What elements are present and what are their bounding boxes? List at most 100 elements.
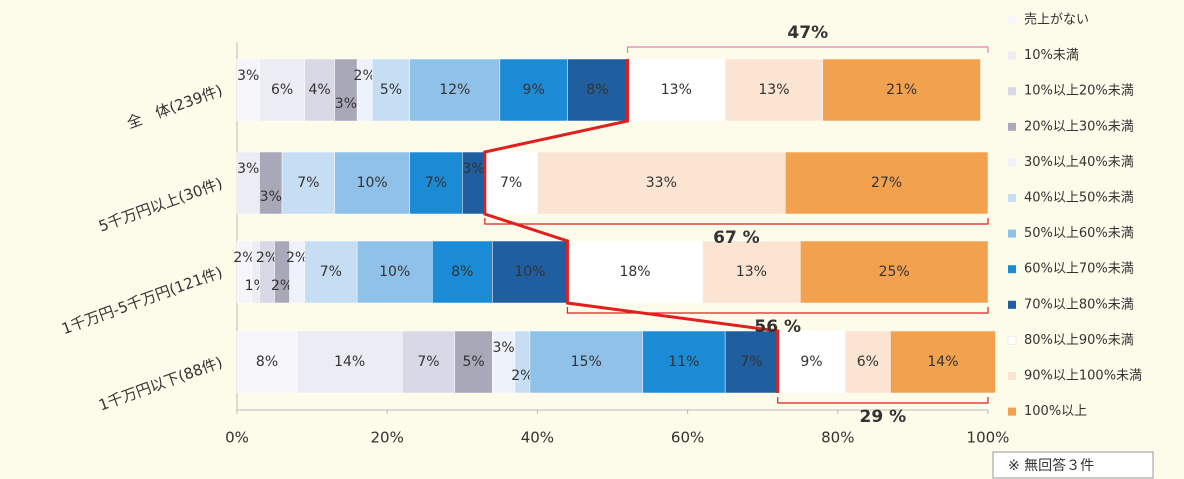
- legend-label: 10%未満: [1024, 48, 1079, 63]
- value-label: 7%: [417, 354, 439, 370]
- x-tick-label: 40%: [521, 429, 554, 447]
- legend-swatch: [1008, 407, 1016, 416]
- bar-segment: [236, 330, 298, 394]
- bar-segment: [537, 151, 786, 215]
- value-label: 10%: [514, 264, 545, 280]
- legend-label: 60%以上70%未満: [1024, 262, 1134, 277]
- value-label: 11%: [668, 354, 699, 370]
- value-label: 12%: [439, 82, 470, 98]
- value-label: 6%: [857, 354, 879, 370]
- value-label: 21%: [886, 82, 917, 98]
- value-label: 5%: [380, 82, 402, 98]
- note: ※ 無回答３件: [1008, 457, 1094, 474]
- bar-segment: [296, 330, 403, 394]
- legend-label: 80%以上90%未満: [1024, 333, 1134, 348]
- value-label: 7%: [740, 354, 762, 370]
- bar-segment: [409, 151, 463, 215]
- bar-segment: [304, 240, 358, 304]
- legend-swatch: [1008, 158, 1016, 167]
- legend-swatch: [1008, 51, 1016, 60]
- legend-swatch: [1008, 229, 1016, 238]
- value-label: 7%: [320, 264, 342, 280]
- value-label: 27%: [871, 175, 902, 191]
- legend-label: 40%以上50%未満: [1024, 191, 1134, 206]
- bar-segment: [492, 240, 568, 304]
- bracket: [566, 307, 989, 314]
- x-tick-label: 80%: [821, 429, 854, 447]
- value-label: 8%: [451, 264, 473, 280]
- bar-segment: [304, 58, 335, 122]
- bar-segment: [334, 151, 410, 215]
- note-box: [992, 451, 1154, 479]
- value-label: 3%: [260, 189, 282, 205]
- value-label: 13%: [661, 82, 692, 98]
- bar-segment: [702, 240, 801, 304]
- bar-segment: [371, 58, 410, 122]
- value-label: 18%: [619, 264, 650, 280]
- legend-swatch: [1008, 87, 1016, 96]
- legend-label: 20%以上30%未満: [1024, 119, 1134, 134]
- value-label: 5%: [462, 354, 484, 370]
- value-label: 2%: [354, 68, 376, 84]
- value-label: 7%: [297, 175, 319, 191]
- legend-label: 売上がない: [1024, 12, 1089, 28]
- value-label: 15%: [571, 354, 602, 370]
- bar-segment: [627, 58, 726, 122]
- x-tick-label: 100%: [967, 429, 1010, 447]
- bar-segment: [724, 58, 824, 122]
- bar-segment: [499, 58, 568, 122]
- legend-label: 50%以上60%未満: [1024, 226, 1134, 241]
- value-label: 2%: [511, 368, 533, 384]
- value-label: 6%: [271, 82, 293, 98]
- category-label: 1千万円以下(88件): [96, 353, 225, 414]
- value-label: 4%: [309, 82, 331, 98]
- value-label: 3%: [492, 340, 514, 356]
- bar-segment: [777, 330, 846, 394]
- legend-swatch: [1008, 194, 1016, 202]
- value-label: 7%: [500, 175, 522, 191]
- legend-swatch: [1008, 122, 1016, 131]
- annotation: 47%: [787, 23, 828, 43]
- bar-segment: [784, 151, 989, 215]
- value-label: 3%: [237, 161, 259, 177]
- legend-label: 30%以上40%未満: [1024, 155, 1134, 170]
- x-tick-label: 60%: [671, 429, 704, 447]
- value-label: 10%: [379, 264, 410, 280]
- value-label: 10%: [357, 175, 388, 191]
- value-label: 33%: [646, 175, 677, 191]
- bar-segment: [454, 330, 493, 394]
- category-label: 1千万円-5千万円(121件): [59, 263, 225, 338]
- bar-segment: [800, 240, 989, 304]
- value-label: 25%: [879, 264, 910, 280]
- legend-swatch: [1008, 16, 1016, 24]
- x-tick-label: 0%: [225, 429, 249, 447]
- legend-label: 90%以上100%未満: [1024, 369, 1142, 384]
- value-label: 3%: [462, 161, 484, 177]
- legend-label: 70%以上80%未満: [1024, 297, 1134, 312]
- annotation: 56 %: [754, 317, 801, 337]
- legend-label: 100%以上: [1024, 404, 1087, 419]
- value-label: 13%: [736, 264, 767, 280]
- value-label: 14%: [334, 354, 365, 370]
- bracket: [484, 218, 989, 225]
- value-label: 13%: [758, 82, 789, 98]
- bar-segment: [567, 240, 703, 304]
- bar-segment: [567, 58, 628, 122]
- value-label: 2%: [256, 250, 278, 266]
- bar-segment: [281, 151, 335, 215]
- category-label: 全 体(239件): [124, 81, 224, 132]
- value-label: 9%: [800, 354, 822, 370]
- threshold-line: [483, 59, 780, 393]
- value-label: 3%: [237, 68, 259, 84]
- value-label: 8%: [586, 82, 608, 98]
- value-label: 2%: [286, 250, 308, 266]
- value-label: 7%: [425, 175, 447, 191]
- bar-segment: [409, 58, 501, 122]
- x-tick-label: 20%: [371, 429, 404, 447]
- bracket: [777, 397, 989, 404]
- bar-segment: [845, 330, 891, 394]
- value-label: 9%: [523, 82, 545, 98]
- annotation: 67 %: [713, 228, 760, 248]
- legend-swatch: [1008, 372, 1016, 380]
